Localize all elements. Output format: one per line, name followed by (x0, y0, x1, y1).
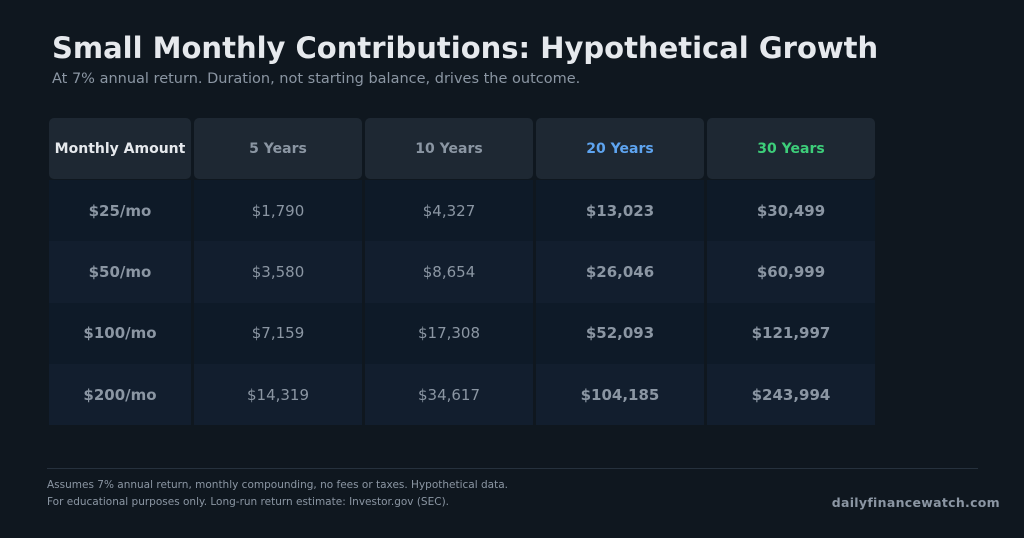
table-cell-5-years: $14,319 (194, 363, 362, 426)
table-cell-amount: $50/mo (49, 241, 191, 303)
table-cell-20-years: $13,023 (536, 180, 704, 242)
table-cell-20-years: $104,185 (536, 363, 704, 426)
table-row: $50/mo $3,580 $8,654 $26,046 $60,999 (49, 241, 875, 303)
growth-table: Monthly Amount 5 Years 10 Years 20 Years… (46, 118, 878, 426)
table-cell-5-years: $7,159 (194, 302, 362, 364)
table-cell-10-years: $4,327 (365, 180, 533, 242)
table-cell-10-years: $8,654 (365, 241, 533, 303)
column-header-20-years: 20 Years (536, 118, 704, 179)
column-header-5-years: 5 Years (194, 118, 362, 179)
page-title: Small Monthly Contributions: Hypothetica… (52, 31, 879, 65)
table-row: $100/mo $7,159 $17,308 $52,093 $121,997 (49, 302, 875, 364)
footnote-line-1: Assumes 7% annual return, monthly compou… (47, 479, 508, 491)
table-cell-amount: $25/mo (49, 180, 191, 242)
brand-watermark: dailyfinancewatch.com (831, 495, 1000, 510)
column-header-10-years: 10 Years (365, 118, 533, 179)
table-cell-20-years: $52,093 (536, 302, 704, 364)
table-cell-20-years: $26,046 (536, 241, 704, 303)
table-cell-amount: $100/mo (49, 302, 191, 364)
footer-divider (47, 468, 978, 469)
table-cell-10-years: $17,308 (365, 302, 533, 364)
table-cell-5-years: $3,580 (194, 241, 362, 303)
table-row: $25/mo $1,790 $4,327 $13,023 $30,499 (49, 180, 875, 242)
table-cell-5-years: $1,790 (194, 180, 362, 242)
table-cell-30-years: $30,499 (707, 180, 875, 242)
table-row: $200/mo $14,319 $34,617 $104,185 $243,99… (49, 363, 875, 426)
page-subtitle: At 7% annual return. Duration, not start… (52, 71, 581, 87)
table-cell-30-years: $60,999 (707, 241, 875, 303)
table-cell-amount: $200/mo (49, 363, 191, 426)
table-cell-10-years: $34,617 (365, 363, 533, 426)
footnote-line-2: For educational purposes only. Long-run … (47, 496, 449, 508)
table-header-row: Monthly Amount 5 Years 10 Years 20 Years… (49, 118, 875, 179)
column-header-30-years: 30 Years (707, 118, 875, 179)
table-cell-30-years: $121,997 (707, 302, 875, 364)
table-cell-30-years: $243,994 (707, 363, 875, 426)
column-header-monthly-amount: Monthly Amount (49, 118, 191, 179)
